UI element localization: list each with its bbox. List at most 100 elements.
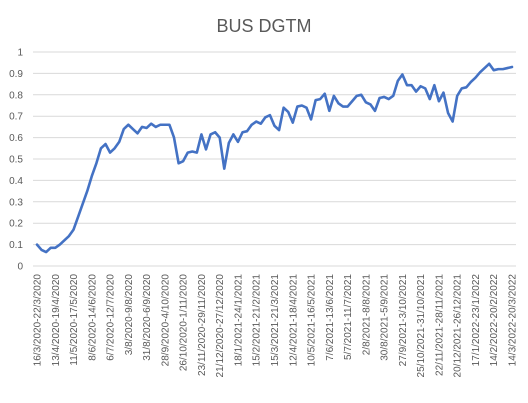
data-point xyxy=(196,151,198,154)
data-point xyxy=(470,81,472,83)
data-point xyxy=(269,114,271,116)
data-point xyxy=(447,112,449,114)
data-point xyxy=(155,126,157,128)
y-tick-label: 0.2 xyxy=(9,219,23,230)
data-point xyxy=(82,203,84,205)
data-point xyxy=(228,142,230,144)
x-tick-label: 15/2/2021-21/2/2021 xyxy=(252,274,263,367)
data-point xyxy=(406,84,408,86)
data-point xyxy=(136,132,139,134)
x-axis-tick-labels: 16/3/2020-22/3/2020 13/4/2020-19/4/2020 11… xyxy=(33,274,519,378)
x-tick-label: 15/3/2021-21/3/2021 xyxy=(270,274,281,367)
data-point xyxy=(333,95,335,97)
x-tick-label: 16/3/2020-22/3/2020 xyxy=(33,274,44,367)
data-point xyxy=(241,131,244,133)
data-point xyxy=(100,147,102,149)
data-point xyxy=(109,151,111,154)
data-point xyxy=(351,100,353,102)
x-tick-label: 7/6/2021-13/6/2021 xyxy=(325,274,336,361)
data-point xyxy=(497,68,499,70)
data-point xyxy=(77,216,79,218)
data-point xyxy=(305,107,308,109)
data-point xyxy=(187,151,189,154)
x-tick-label: 6/7/2020-12/7/2020 xyxy=(106,274,117,361)
data-point xyxy=(264,116,266,118)
data-point xyxy=(86,190,88,192)
data-point xyxy=(424,87,426,89)
y-tick-label: 0.7 xyxy=(9,112,23,123)
y-tick-label: 0.9 xyxy=(9,69,23,80)
data-point xyxy=(214,131,216,133)
data-point xyxy=(319,98,321,100)
data-point xyxy=(356,95,358,97)
data-point xyxy=(91,175,93,177)
data-point xyxy=(132,128,134,130)
data-point xyxy=(50,247,52,249)
y-tick-label: 0.1 xyxy=(9,240,23,251)
data-point xyxy=(415,90,417,93)
data-point xyxy=(219,137,221,139)
data-point xyxy=(456,95,458,97)
data-point xyxy=(310,118,312,121)
data-point xyxy=(260,123,262,125)
data-point xyxy=(506,67,509,69)
x-tick-label: 2/8/2021-8/8/2021 xyxy=(361,274,372,356)
data-point xyxy=(465,86,467,88)
data-point xyxy=(95,162,97,164)
series-group xyxy=(35,62,514,254)
data-point xyxy=(397,80,399,82)
data-point xyxy=(502,68,504,70)
x-tick-label: 30/8/2021-5/9/2021 xyxy=(380,274,391,361)
data-point xyxy=(159,124,161,126)
data-point xyxy=(45,251,47,253)
data-point xyxy=(104,143,107,145)
data-point xyxy=(392,95,394,97)
y-tick-label: 0.4 xyxy=(9,176,23,187)
data-point xyxy=(114,147,116,149)
y-tick-label: 0 xyxy=(17,262,23,273)
x-tick-label: 25/10/2021-31/10/2021 xyxy=(416,274,427,378)
y-tick-label: 0.5 xyxy=(9,155,23,166)
data-point xyxy=(146,127,148,129)
data-point xyxy=(278,129,280,131)
data-point xyxy=(209,133,212,135)
x-tick-label: 8/6/2020-14/6/2020 xyxy=(87,274,98,361)
data-point xyxy=(429,98,431,100)
data-point xyxy=(438,100,440,102)
data-point xyxy=(205,148,207,150)
data-point xyxy=(246,130,248,132)
data-point xyxy=(479,71,481,73)
data-point xyxy=(442,92,445,94)
data-point xyxy=(315,99,317,101)
data-point xyxy=(63,239,66,241)
data-point xyxy=(365,101,367,103)
data-point xyxy=(40,249,43,251)
data-point xyxy=(388,98,390,100)
chart-title: BUS DGTM xyxy=(216,16,311,36)
data-point xyxy=(141,126,143,128)
data-point xyxy=(420,85,422,87)
data-point xyxy=(452,120,454,123)
x-tick-label: 22/11/2021-28/11/2021 xyxy=(434,274,445,376)
data-point xyxy=(301,104,303,107)
data-point xyxy=(200,133,203,135)
x-tick-label: 14/3/2022-20/3/2022 xyxy=(508,274,519,367)
x-tick-label: 26/10/2020-1/11/2020 xyxy=(179,274,190,372)
x-tick-label: 20/12/2021-26/12/2021 xyxy=(453,274,464,378)
x-tick-label: 27/9/2021-3/10/2021 xyxy=(398,274,409,367)
data-point xyxy=(511,66,513,68)
data-point xyxy=(72,229,75,231)
x-tick-label: 23/11/2020-29/11/2020 xyxy=(197,274,208,376)
y-axis-tick-labels: 0 0.1 0.2 0.3 0.4 0.5 0.6 0.7 0.8 0.9 1 xyxy=(9,48,23,273)
data-point xyxy=(401,73,403,76)
x-tick-label: 11/5/2020-17/5/2020 xyxy=(69,274,80,366)
x-tick-label: 31/8/2020-6/9/2020 xyxy=(142,274,153,361)
data-point xyxy=(168,124,171,126)
y-tick-label: 1 xyxy=(17,48,23,59)
data-point xyxy=(68,235,70,237)
data-point xyxy=(337,102,340,104)
data-point xyxy=(232,133,234,135)
data-point xyxy=(287,111,289,113)
data-point xyxy=(54,247,56,249)
x-tick-label: 21/12/2020-27/12/2020 xyxy=(215,274,226,378)
